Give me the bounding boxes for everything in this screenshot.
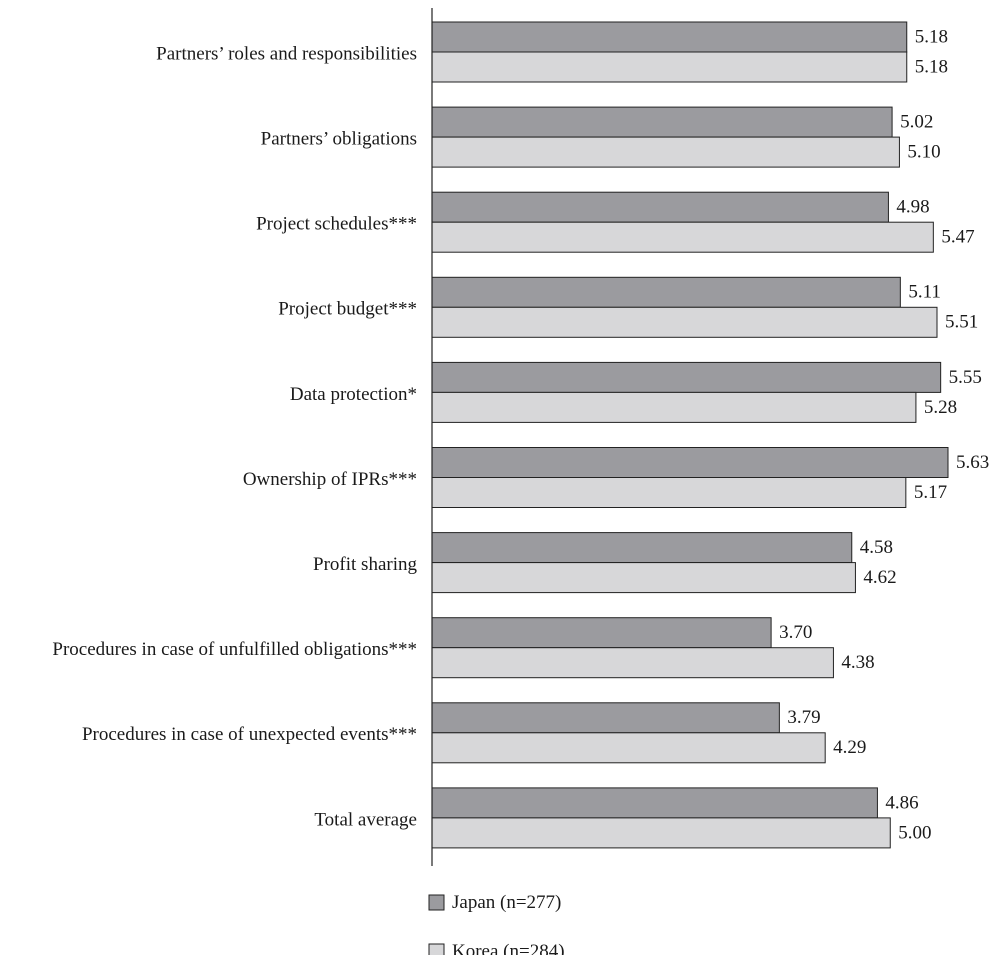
category-label: Ownership of IPRs*** <box>243 469 417 490</box>
category-label: Procedures in case of unexpected events*… <box>82 724 417 745</box>
data-label: 5.11 <box>908 282 941 303</box>
bar-japan <box>431 191 889 223</box>
bar-japan <box>431 787 878 819</box>
bars <box>431 21 949 849</box>
legend-label: Korea (n=284) <box>452 941 565 955</box>
category-labels: Partners’ roles and responsibilities Part… <box>52 43 417 830</box>
bar-korea <box>431 817 891 849</box>
bar-korea <box>431 732 826 764</box>
bar-korea <box>431 562 856 594</box>
data-label: 4.86 <box>885 792 918 813</box>
bar-japan <box>431 361 942 393</box>
bar-japan <box>431 617 772 649</box>
category-label: Data protection* <box>290 384 417 405</box>
bar-japan <box>431 447 949 478</box>
data-label: 5.63 <box>956 452 989 473</box>
category-label: Project budget*** <box>278 299 417 320</box>
data-label: 4.58 <box>860 537 893 558</box>
bar-korea <box>431 51 908 83</box>
data-label: 5.18 <box>915 56 948 77</box>
category-label: Profit sharing <box>313 554 417 575</box>
bar-japan <box>431 21 908 53</box>
legend-swatch <box>428 894 445 911</box>
bar-korea <box>431 221 934 253</box>
legend-label: Japan (n=277) <box>452 892 561 913</box>
data-label: 4.29 <box>833 737 866 758</box>
legend-swatch <box>428 943 445 955</box>
data-label: 5.18 <box>915 26 948 47</box>
category-label: Partners’ obligations <box>261 128 417 149</box>
bar-korea <box>431 647 834 679</box>
category-label: Project schedules*** <box>256 214 417 235</box>
data-label: 5.10 <box>907 141 940 162</box>
data-label: 5.17 <box>914 482 947 503</box>
bar-korea <box>431 136 900 168</box>
data-label: 4.38 <box>841 652 874 673</box>
bar-korea <box>431 306 938 338</box>
data-label: 3.79 <box>787 707 820 728</box>
bar-japan <box>431 276 901 308</box>
legend: Japan (n=277) Korea (n=284) <box>428 892 565 955</box>
category-label: Total average <box>314 809 417 830</box>
bar-japan <box>431 702 780 734</box>
data-label: 5.28 <box>924 397 957 418</box>
data-label: 5.55 <box>949 367 982 388</box>
bar-japan <box>431 106 893 138</box>
data-label: 5.51 <box>945 312 978 333</box>
data-label: 4.98 <box>896 197 929 218</box>
bar-korea <box>431 391 917 423</box>
data-label: 3.70 <box>779 622 812 643</box>
category-label: Procedures in case of unfulfilled obliga… <box>52 639 417 660</box>
data-label: 5.00 <box>898 822 931 843</box>
category-label: Partners’ roles and responsibilities <box>156 43 417 64</box>
data-label: 5.02 <box>900 111 933 132</box>
data-label: 5.47 <box>941 227 974 248</box>
data-label: 4.62 <box>863 567 896 588</box>
value-labels: 5.18 5.18 5.02 5.10 4.98 5.47 5.115.51 5.55 5.28… <box>779 26 989 843</box>
bar-korea <box>431 477 907 508</box>
bar-japan <box>431 532 853 564</box>
